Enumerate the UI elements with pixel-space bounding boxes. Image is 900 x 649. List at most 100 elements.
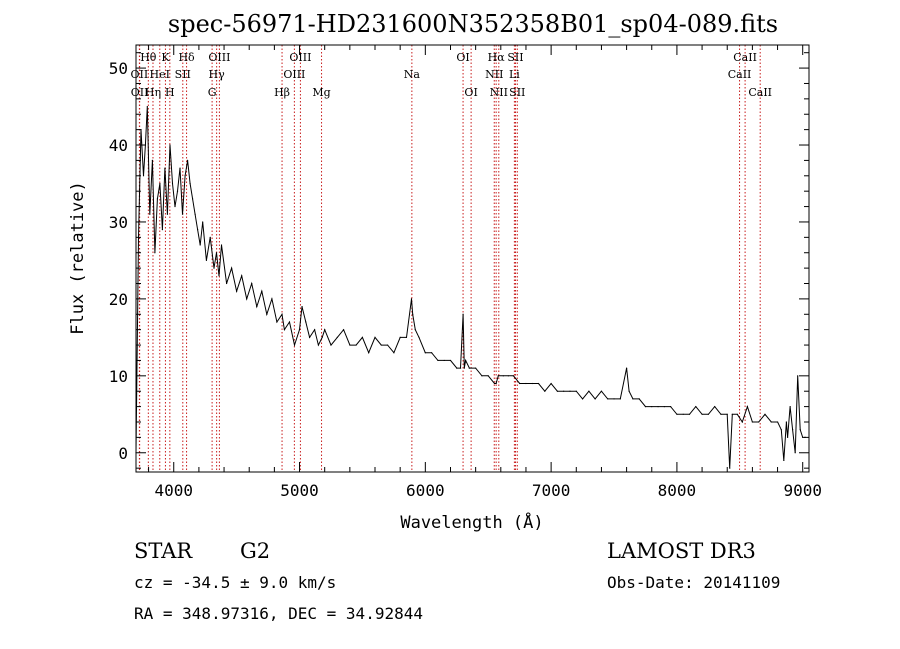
data-point bbox=[293, 344, 296, 346]
y-tick-label: 0 bbox=[118, 444, 128, 463]
data-point bbox=[707, 413, 709, 415]
line-label-6: HeI bbox=[150, 68, 170, 81]
line-label-10: Hγ bbox=[209, 68, 226, 81]
data-point bbox=[676, 413, 678, 415]
data-point bbox=[776, 421, 779, 423]
x-axis-label: Wavelength (Å) bbox=[400, 511, 543, 533]
data-point bbox=[218, 275, 220, 277]
data-point bbox=[638, 398, 640, 400]
data-point bbox=[368, 352, 370, 354]
data-point bbox=[199, 244, 201, 246]
data-point bbox=[349, 344, 351, 346]
y-tick-label: 20 bbox=[109, 290, 128, 309]
data-point bbox=[164, 167, 166, 169]
data-point bbox=[317, 344, 320, 346]
data-point bbox=[246, 298, 248, 300]
line-label-13: OIII bbox=[289, 51, 311, 64]
data-point bbox=[154, 252, 156, 254]
data-point bbox=[308, 336, 311, 338]
data-point bbox=[393, 352, 395, 354]
data-point bbox=[670, 406, 672, 408]
y-axis-label: Flux (relative) bbox=[68, 181, 88, 335]
data-point bbox=[780, 429, 782, 431]
line-label-5: H bbox=[165, 86, 175, 99]
data-point bbox=[663, 406, 665, 408]
line-label-4: K bbox=[161, 51, 170, 64]
line-label-14: OIII bbox=[283, 68, 305, 81]
data-point bbox=[410, 298, 413, 300]
line-label-22: SII bbox=[507, 51, 523, 64]
data-point bbox=[464, 359, 467, 362]
data-point bbox=[197, 229, 199, 231]
data-point bbox=[701, 413, 703, 415]
data-point bbox=[495, 382, 497, 385]
y-tick-label: 30 bbox=[109, 213, 128, 232]
data-point bbox=[205, 259, 208, 262]
data-point bbox=[266, 313, 268, 315]
data-point bbox=[783, 459, 785, 462]
observation-date: Obs-Date: 20141109 bbox=[607, 573, 781, 592]
x-tick-label: 9000 bbox=[783, 481, 822, 500]
data-point bbox=[726, 413, 728, 415]
data-point bbox=[288, 321, 291, 323]
data-point bbox=[283, 329, 286, 331]
x-tick-label: 7000 bbox=[532, 481, 571, 500]
data-point bbox=[149, 213, 151, 215]
line-label-1: OII bbox=[131, 68, 149, 81]
line-label-27: CaII bbox=[748, 86, 772, 99]
data-point bbox=[468, 367, 470, 369]
survey-name: LAMOST DR3 bbox=[607, 539, 756, 563]
data-point bbox=[507, 375, 509, 377]
data-point bbox=[613, 398, 615, 400]
data-point bbox=[418, 336, 420, 338]
data-point bbox=[619, 398, 621, 400]
data-point bbox=[789, 406, 791, 408]
data-point bbox=[512, 375, 514, 377]
y-tick-label: 50 bbox=[109, 59, 128, 78]
x-axis: 4000 5000 6000 7000 8000 9000 bbox=[148, 45, 822, 500]
data-point bbox=[770, 421, 772, 423]
data-point bbox=[194, 213, 196, 215]
line-label-9: OIII bbox=[208, 51, 230, 64]
data-point bbox=[405, 336, 408, 338]
data-point bbox=[563, 390, 565, 392]
data-point bbox=[449, 359, 452, 362]
data-point bbox=[161, 229, 164, 231]
data-point bbox=[787, 436, 789, 438]
line-label-24: SII bbox=[509, 86, 525, 99]
data-point bbox=[281, 313, 283, 315]
data-point bbox=[189, 182, 191, 185]
data-point bbox=[374, 336, 376, 338]
object-type: STAR bbox=[134, 539, 193, 563]
line-label-17: OI bbox=[456, 51, 469, 64]
data-point bbox=[736, 413, 738, 415]
line-label-23: Li bbox=[509, 68, 520, 81]
line-label-7: SII bbox=[175, 68, 191, 81]
data-point bbox=[443, 359, 445, 362]
data-point bbox=[276, 321, 278, 323]
y-axis: 0 10 20 30 40 50 bbox=[109, 52, 809, 469]
line-label-20: NII bbox=[485, 68, 503, 81]
line-label-0: Hθ bbox=[140, 51, 157, 64]
data-point bbox=[231, 267, 233, 269]
data-point bbox=[192, 198, 194, 200]
spectral-subclass: G2 bbox=[240, 539, 271, 563]
data-point bbox=[179, 167, 181, 169]
data-point bbox=[720, 413, 722, 415]
line-label-18: OI bbox=[464, 86, 477, 99]
data-point bbox=[462, 313, 464, 315]
data-point bbox=[731, 413, 733, 415]
line-label-8: Hδ bbox=[178, 51, 195, 64]
data-point bbox=[386, 344, 389, 346]
data-point bbox=[550, 382, 552, 385]
y-tick-label: 40 bbox=[109, 136, 128, 155]
data-point bbox=[588, 390, 590, 392]
data-point bbox=[758, 421, 760, 423]
data-point bbox=[305, 321, 307, 323]
data-point bbox=[171, 182, 174, 185]
data-point bbox=[600, 390, 603, 392]
data-point bbox=[437, 359, 439, 362]
data-point bbox=[186, 159, 189, 162]
